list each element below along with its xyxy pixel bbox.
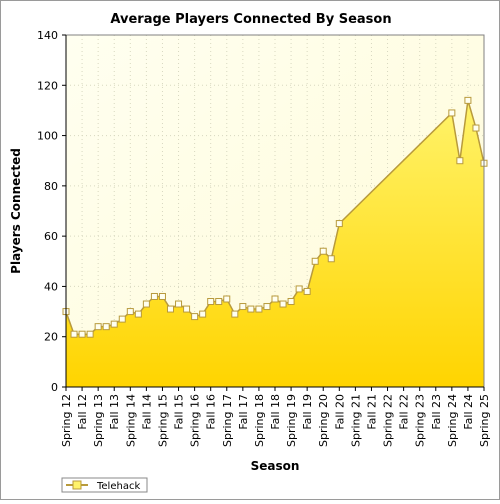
x-tick-labels: Spring 12 Fall 12 Spring 13 Fall 13 Spring 1… <box>60 387 491 447</box>
data-point <box>86 330 94 338</box>
data-point <box>319 247 327 255</box>
x-tick-label: Fall 18 <box>269 394 282 430</box>
x-tick-label: Spring 16 <box>189 394 202 447</box>
x-tick-label: Fall 22 <box>398 394 411 430</box>
data-point <box>448 109 456 117</box>
x-tick-label: Fall 14 <box>140 394 153 430</box>
data-point <box>134 310 142 318</box>
data-point <box>311 257 319 265</box>
y-tick-labels: 0 20 40 60 80 100 120 140 <box>37 29 66 394</box>
x-tick-label: Spring 20 <box>317 394 330 447</box>
x-tick-label: Spring 18 <box>253 394 266 447</box>
data-point <box>263 303 271 311</box>
data-point <box>142 300 150 308</box>
data-point <box>199 310 207 318</box>
legend: Telehack <box>61 477 148 493</box>
data-point <box>78 330 86 338</box>
x-tick-label: Fall 23 <box>430 394 443 430</box>
data-point <box>456 157 464 165</box>
x-tick-label: Fall 13 <box>108 394 121 430</box>
data-point <box>175 300 183 308</box>
data-point <box>472 124 480 132</box>
data-point <box>183 305 191 313</box>
data-point <box>167 305 174 313</box>
data-point <box>118 315 126 323</box>
y-tick-label: 100 <box>37 130 58 143</box>
y-tick-label: 60 <box>44 230 58 243</box>
data-point <box>271 295 279 303</box>
x-tick-label: Spring 15 <box>156 394 169 447</box>
x-tick-label: Spring 21 <box>349 394 362 447</box>
data-point <box>231 310 239 318</box>
x-tick-label: Spring 14 <box>124 394 137 447</box>
x-tick-label: Spring 19 <box>285 394 298 447</box>
x-tick-label: Spring 13 <box>92 394 105 447</box>
data-point <box>94 323 102 331</box>
data-point <box>287 298 295 306</box>
legend-label-telehack: Telehack <box>96 481 140 492</box>
x-tick-label: Spring 17 <box>221 394 234 447</box>
area-layer <box>65 100 485 388</box>
series-line-telehack <box>65 100 485 335</box>
x-tick-label: Fall 17 <box>237 394 250 430</box>
x-tick-label: Fall 15 <box>173 394 186 430</box>
x-tick-label: Fall 16 <box>205 394 218 430</box>
y-tick-label: 40 <box>44 280 58 293</box>
y-tick-label: 80 <box>44 180 58 193</box>
x-tick-label: Fall 20 <box>333 394 346 430</box>
data-point <box>279 300 287 308</box>
data-point <box>158 292 166 300</box>
x-tick-label: Spring 22 <box>382 394 395 447</box>
data-point <box>102 323 110 331</box>
data-point <box>150 292 158 300</box>
legend-swatch-marker <box>72 480 82 490</box>
y-tick-label: 120 <box>37 79 58 92</box>
y-axis-label: Players Connected <box>9 148 23 274</box>
data-point <box>303 287 311 295</box>
data-point <box>335 220 343 228</box>
y-tick-label: 140 <box>37 29 58 42</box>
data-point <box>255 305 263 313</box>
data-point <box>215 298 223 306</box>
x-tick-label: Fall 24 <box>462 394 475 430</box>
x-axis-label: Season <box>251 459 300 473</box>
data-point <box>247 305 255 313</box>
legend-box <box>61 477 148 493</box>
series-area-telehack <box>66 100 484 388</box>
chart-title: Average Players Connected By Season <box>110 12 391 27</box>
x-tick-label: Fall 21 <box>365 394 378 430</box>
data-point <box>295 285 303 293</box>
x-tick-label: Fall 19 <box>301 394 314 430</box>
data-point <box>223 295 231 303</box>
data-point <box>207 298 215 306</box>
x-tick-label: Spring 12 <box>60 394 73 447</box>
data-point <box>126 308 134 316</box>
data-point <box>327 255 335 263</box>
y-tick-label: 0 <box>51 381 58 394</box>
x-tick-label: Fall 12 <box>76 394 89 430</box>
x-tick-label: Spring 24 <box>446 394 459 447</box>
x-tick-label: Spring 25 <box>478 394 491 447</box>
x-tick-label: Spring 23 <box>414 394 427 447</box>
y-tick-label: 20 <box>44 331 58 344</box>
data-point <box>110 320 118 328</box>
data-point <box>464 96 472 104</box>
data-point <box>70 330 78 338</box>
data-point <box>239 303 247 311</box>
data-point <box>191 313 199 321</box>
